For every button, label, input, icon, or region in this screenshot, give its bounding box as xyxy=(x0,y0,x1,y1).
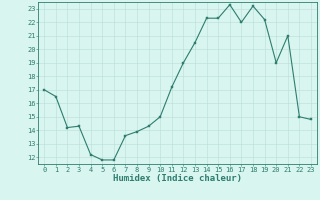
X-axis label: Humidex (Indice chaleur): Humidex (Indice chaleur) xyxy=(113,174,242,183)
